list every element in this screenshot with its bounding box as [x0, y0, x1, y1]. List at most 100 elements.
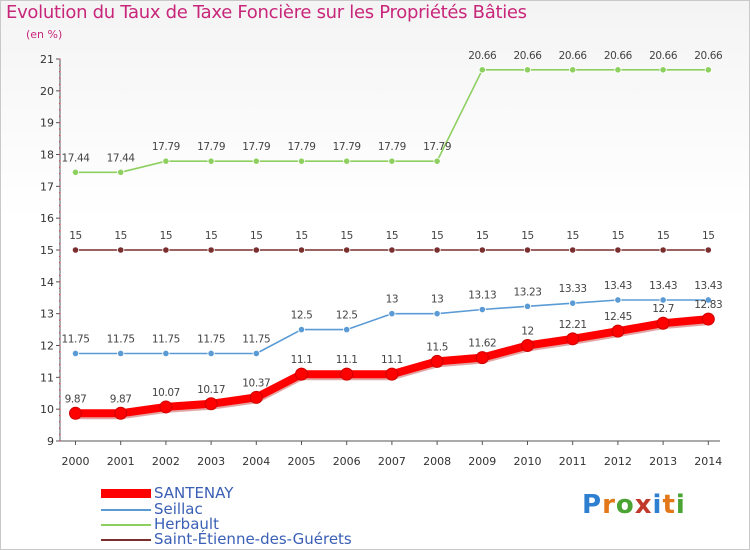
data-labels: 15 15 15 15 15 15 15 15 15 15 15 15 15 15 15 17.44 17.44…	[61, 50, 723, 405]
data-point-herbault	[433, 157, 441, 165]
x-tick-label: 2009	[468, 455, 496, 468]
data-label-santenay: 12.83	[694, 299, 722, 311]
y-tick-label: 18	[40, 149, 54, 162]
y-minor-tick	[59, 179, 61, 181]
data-label-saint-etienne-des-guerets: 15	[160, 230, 173, 242]
legend-item-seillac: Seillac	[101, 500, 401, 518]
y-minor-tick	[59, 255, 61, 257]
y-minor-tick	[59, 402, 61, 404]
data-label-saint-etienne-des-guerets: 15	[205, 230, 218, 242]
data-label-seillac: 11.75	[152, 333, 180, 345]
data-label-seillac: 13.43	[649, 280, 677, 292]
data-label-herbault: 17.79	[423, 141, 451, 153]
y-minor-tick	[59, 268, 61, 270]
y-minor-tick	[59, 96, 61, 98]
data-label-santenay: 10.37	[242, 377, 270, 389]
data-point-santenay	[204, 397, 218, 411]
data-point-santenay	[340, 367, 354, 381]
data-point-saint-etienne-des-guerets	[433, 246, 441, 254]
data-label-saint-etienne-des-guerets: 15	[566, 230, 579, 242]
data-label-saint-etienne-des-guerets: 15	[431, 230, 444, 242]
data-point-herbault	[343, 157, 351, 165]
x-tick-label: 2010	[514, 455, 542, 468]
y-minor-tick	[59, 192, 61, 194]
data-point-herbault	[252, 157, 260, 165]
x-tick-label: 2006	[333, 455, 361, 468]
data-point-seillac	[569, 299, 577, 307]
data-label-seillac: 11.75	[61, 333, 89, 345]
data-point-saint-etienne-des-guerets	[297, 246, 306, 254]
data-point-santenay	[159, 400, 173, 414]
chart-title: Evolution du Taux de Taxe Foncière sur l…	[6, 2, 527, 23]
y-minor-tick	[59, 434, 61, 436]
y-minor-tick	[59, 383, 61, 385]
y-minor-tick	[59, 243, 61, 245]
data-point-seillac	[117, 349, 125, 358]
data-point-santenay	[430, 354, 444, 368]
y-minor-tick	[59, 128, 61, 130]
data-point-herbault	[388, 157, 396, 165]
y-minor-tick	[59, 294, 61, 296]
data-label-seillac: 12.5	[336, 310, 358, 322]
x-tick-label: 2001	[107, 455, 135, 468]
y-minor-tick	[59, 58, 61, 60]
y-minor-tick	[59, 332, 61, 334]
data-label-santenay: 11.1	[336, 354, 358, 366]
x-tick-label: 2013	[649, 455, 677, 468]
data-label-herbault: 20.66	[559, 50, 588, 62]
y-minor-tick	[59, 262, 61, 264]
series-line-herbault	[75, 69, 709, 174]
y-minor-tick	[59, 370, 61, 372]
y-minor-tick	[59, 224, 61, 226]
y-minor-tick	[59, 319, 61, 321]
data-label-herbault: 17.79	[152, 141, 180, 153]
y-tick-label: 19	[40, 117, 54, 130]
data-point-seillac	[523, 302, 532, 310]
y-minor-tick	[59, 122, 61, 124]
data-label-seillac: 13.23	[513, 286, 541, 298]
data-point-herbault	[117, 168, 125, 176]
y-minor-tick	[59, 236, 61, 238]
legend-label-saint-etienne: Saint-Étienne-des-Guérets	[154, 530, 352, 548]
y-minor-tick	[59, 306, 61, 308]
y-tick-label: 17	[40, 180, 54, 193]
data-point-seillac	[343, 325, 351, 334]
data-label-santenay: 12	[521, 326, 534, 338]
y-minor-tick	[59, 147, 61, 149]
series-layer	[69, 66, 715, 420]
y-minor-tick	[59, 154, 61, 155]
y-minor-tick	[59, 103, 61, 105]
data-label-seillac: 13	[386, 294, 399, 306]
y-minor-tick	[59, 71, 61, 73]
y-tick-label: 13	[40, 308, 54, 321]
data-point-santenay	[295, 367, 308, 381]
legend-label-seillac: Seillac	[154, 500, 203, 518]
data-label-herbault: 20.66	[649, 50, 678, 62]
logo-letter: t	[662, 490, 676, 520]
data-point-seillac	[388, 310, 396, 318]
x-tick-label: 2012	[604, 455, 632, 468]
data-point-saint-etienne-des-guerets	[71, 246, 80, 254]
y-minor-tick	[59, 338, 61, 340]
y-tick-label: 9	[47, 435, 54, 448]
data-label-saint-etienne-des-guerets: 15	[250, 230, 263, 242]
y-minor-tick	[59, 376, 61, 378]
y-minor-tick	[59, 357, 61, 359]
data-point-saint-etienne-des-guerets	[207, 246, 215, 254]
y-minor-tick	[59, 427, 61, 429]
data-point-santenay	[249, 390, 263, 404]
data-point-saint-etienne-des-guerets	[614, 246, 622, 254]
legend-label-herbault: Herbault	[154, 515, 219, 533]
data-label-seillac: 13	[431, 294, 444, 306]
data-point-herbault	[71, 168, 80, 176]
y-minor-tick	[59, 83, 61, 85]
logo-letter: P	[582, 490, 603, 520]
data-label-seillac: 13.43	[604, 280, 632, 292]
legend-swatch-herbault	[101, 524, 151, 526]
data-label-santenay: 9.87	[110, 393, 132, 405]
data-point-saint-etienne-des-guerets	[523, 246, 532, 254]
y-minor-tick	[59, 115, 61, 117]
data-label-saint-etienne-des-guerets: 15	[295, 230, 308, 242]
data-label-herbault: 20.66	[604, 50, 633, 62]
